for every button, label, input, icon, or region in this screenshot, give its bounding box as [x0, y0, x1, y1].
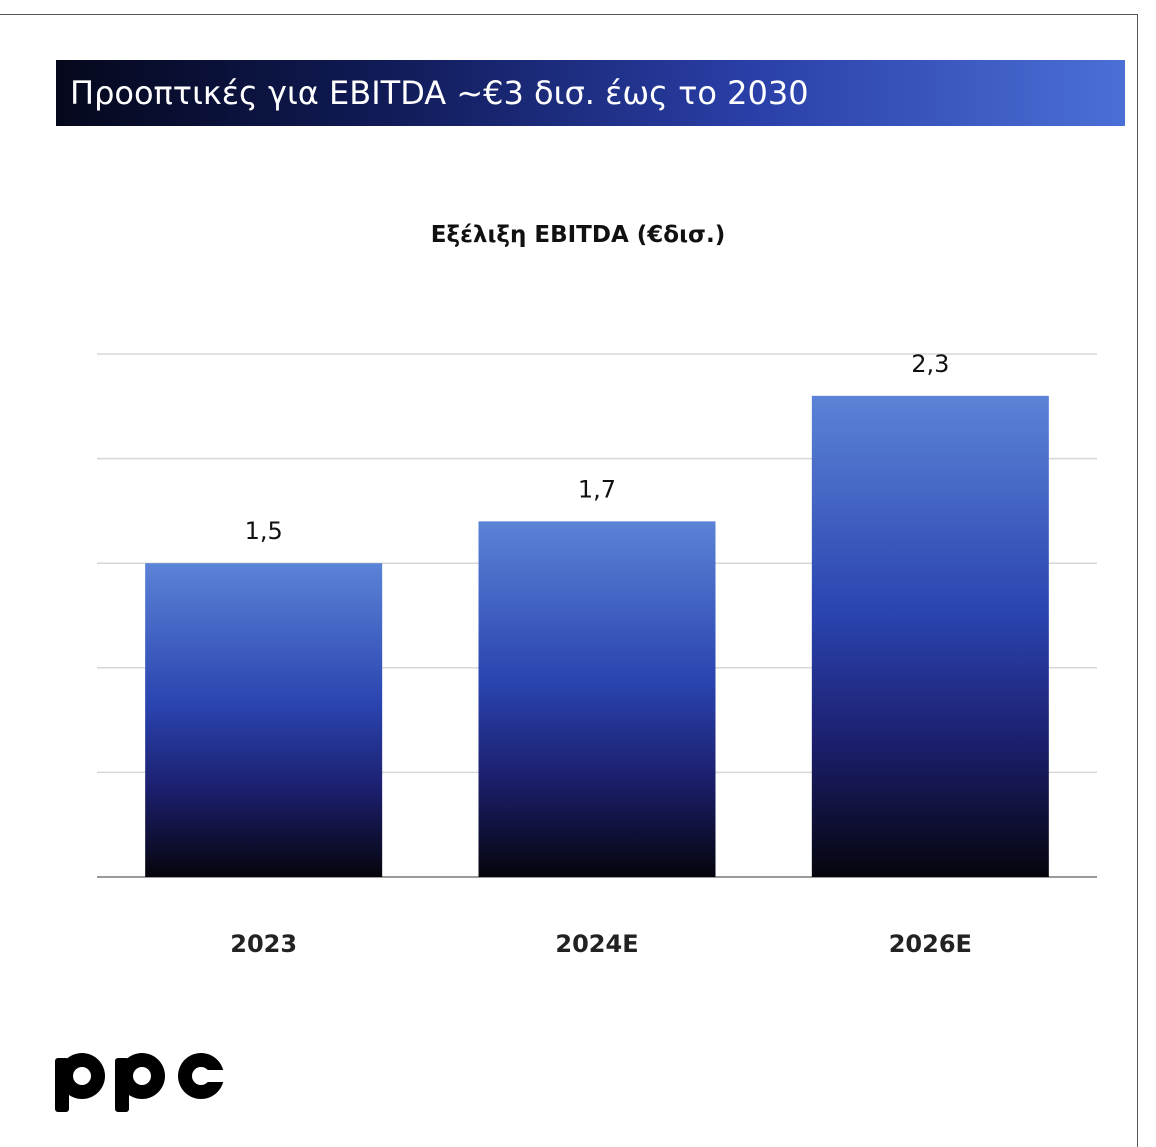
bar-chart: 1,5 1,7 2,3 2023 2024E 2026E: [97, 350, 1097, 958]
bar-2023: [145, 563, 383, 877]
category-label-2024E: 2024E: [555, 930, 638, 958]
category-label-2026E: 2026E: [889, 930, 972, 958]
category-label-2023: 2023: [230, 930, 297, 958]
ppc-logo: [55, 1053, 227, 1112]
value-labels: 1,5 1,7 2,3: [245, 350, 950, 545]
value-label-2024E: 1,7: [578, 475, 616, 503]
value-label-2026E: 2,3: [911, 350, 949, 378]
banner-title: Προοπτικές για EBITDA ~€3 δισ. έως το 20…: [56, 60, 1125, 126]
bars: [145, 395, 1049, 877]
category-labels: 2023 2024E 2026E: [230, 930, 972, 958]
page-frame: [0, 14, 1138, 1147]
chart-title: Εξέλιξη EBITDA (€δισ.): [430, 222, 726, 248]
value-label-2023: 1,5: [245, 517, 283, 545]
bar-2024E: [478, 521, 716, 877]
bar-2026E: [811, 395, 1049, 877]
